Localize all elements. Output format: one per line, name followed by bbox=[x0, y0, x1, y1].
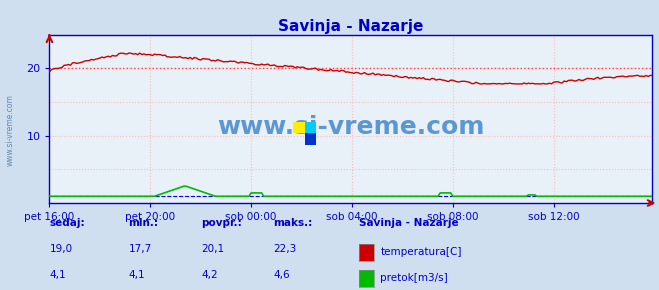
Text: 19,0: 19,0 bbox=[49, 244, 72, 254]
Text: www.si-vreme.com: www.si-vreme.com bbox=[217, 115, 484, 139]
Text: 22,3: 22,3 bbox=[273, 244, 297, 254]
Text: 4,1: 4,1 bbox=[49, 270, 66, 280]
Bar bbox=[304, 122, 316, 133]
Text: pretok[m3/s]: pretok[m3/s] bbox=[380, 273, 448, 283]
Text: 4,6: 4,6 bbox=[273, 270, 290, 280]
Text: maks.:: maks.: bbox=[273, 218, 313, 228]
Text: temperatura[C]: temperatura[C] bbox=[380, 247, 462, 257]
Text: Savinja - Nazarje: Savinja - Nazarje bbox=[359, 218, 459, 228]
Text: 17,7: 17,7 bbox=[129, 244, 152, 254]
Text: 4,2: 4,2 bbox=[201, 270, 217, 280]
Text: min.:: min.: bbox=[129, 218, 159, 228]
Text: povpr.:: povpr.: bbox=[201, 218, 242, 228]
Bar bbox=[293, 122, 304, 133]
Text: 20,1: 20,1 bbox=[201, 244, 224, 254]
Text: 4,1: 4,1 bbox=[129, 270, 145, 280]
Text: sedaj:: sedaj: bbox=[49, 218, 85, 228]
Bar bbox=[304, 133, 316, 145]
Title: Savinja - Nazarje: Savinja - Nazarje bbox=[278, 19, 424, 34]
Text: www.si-vreme.com: www.si-vreme.com bbox=[5, 95, 14, 166]
